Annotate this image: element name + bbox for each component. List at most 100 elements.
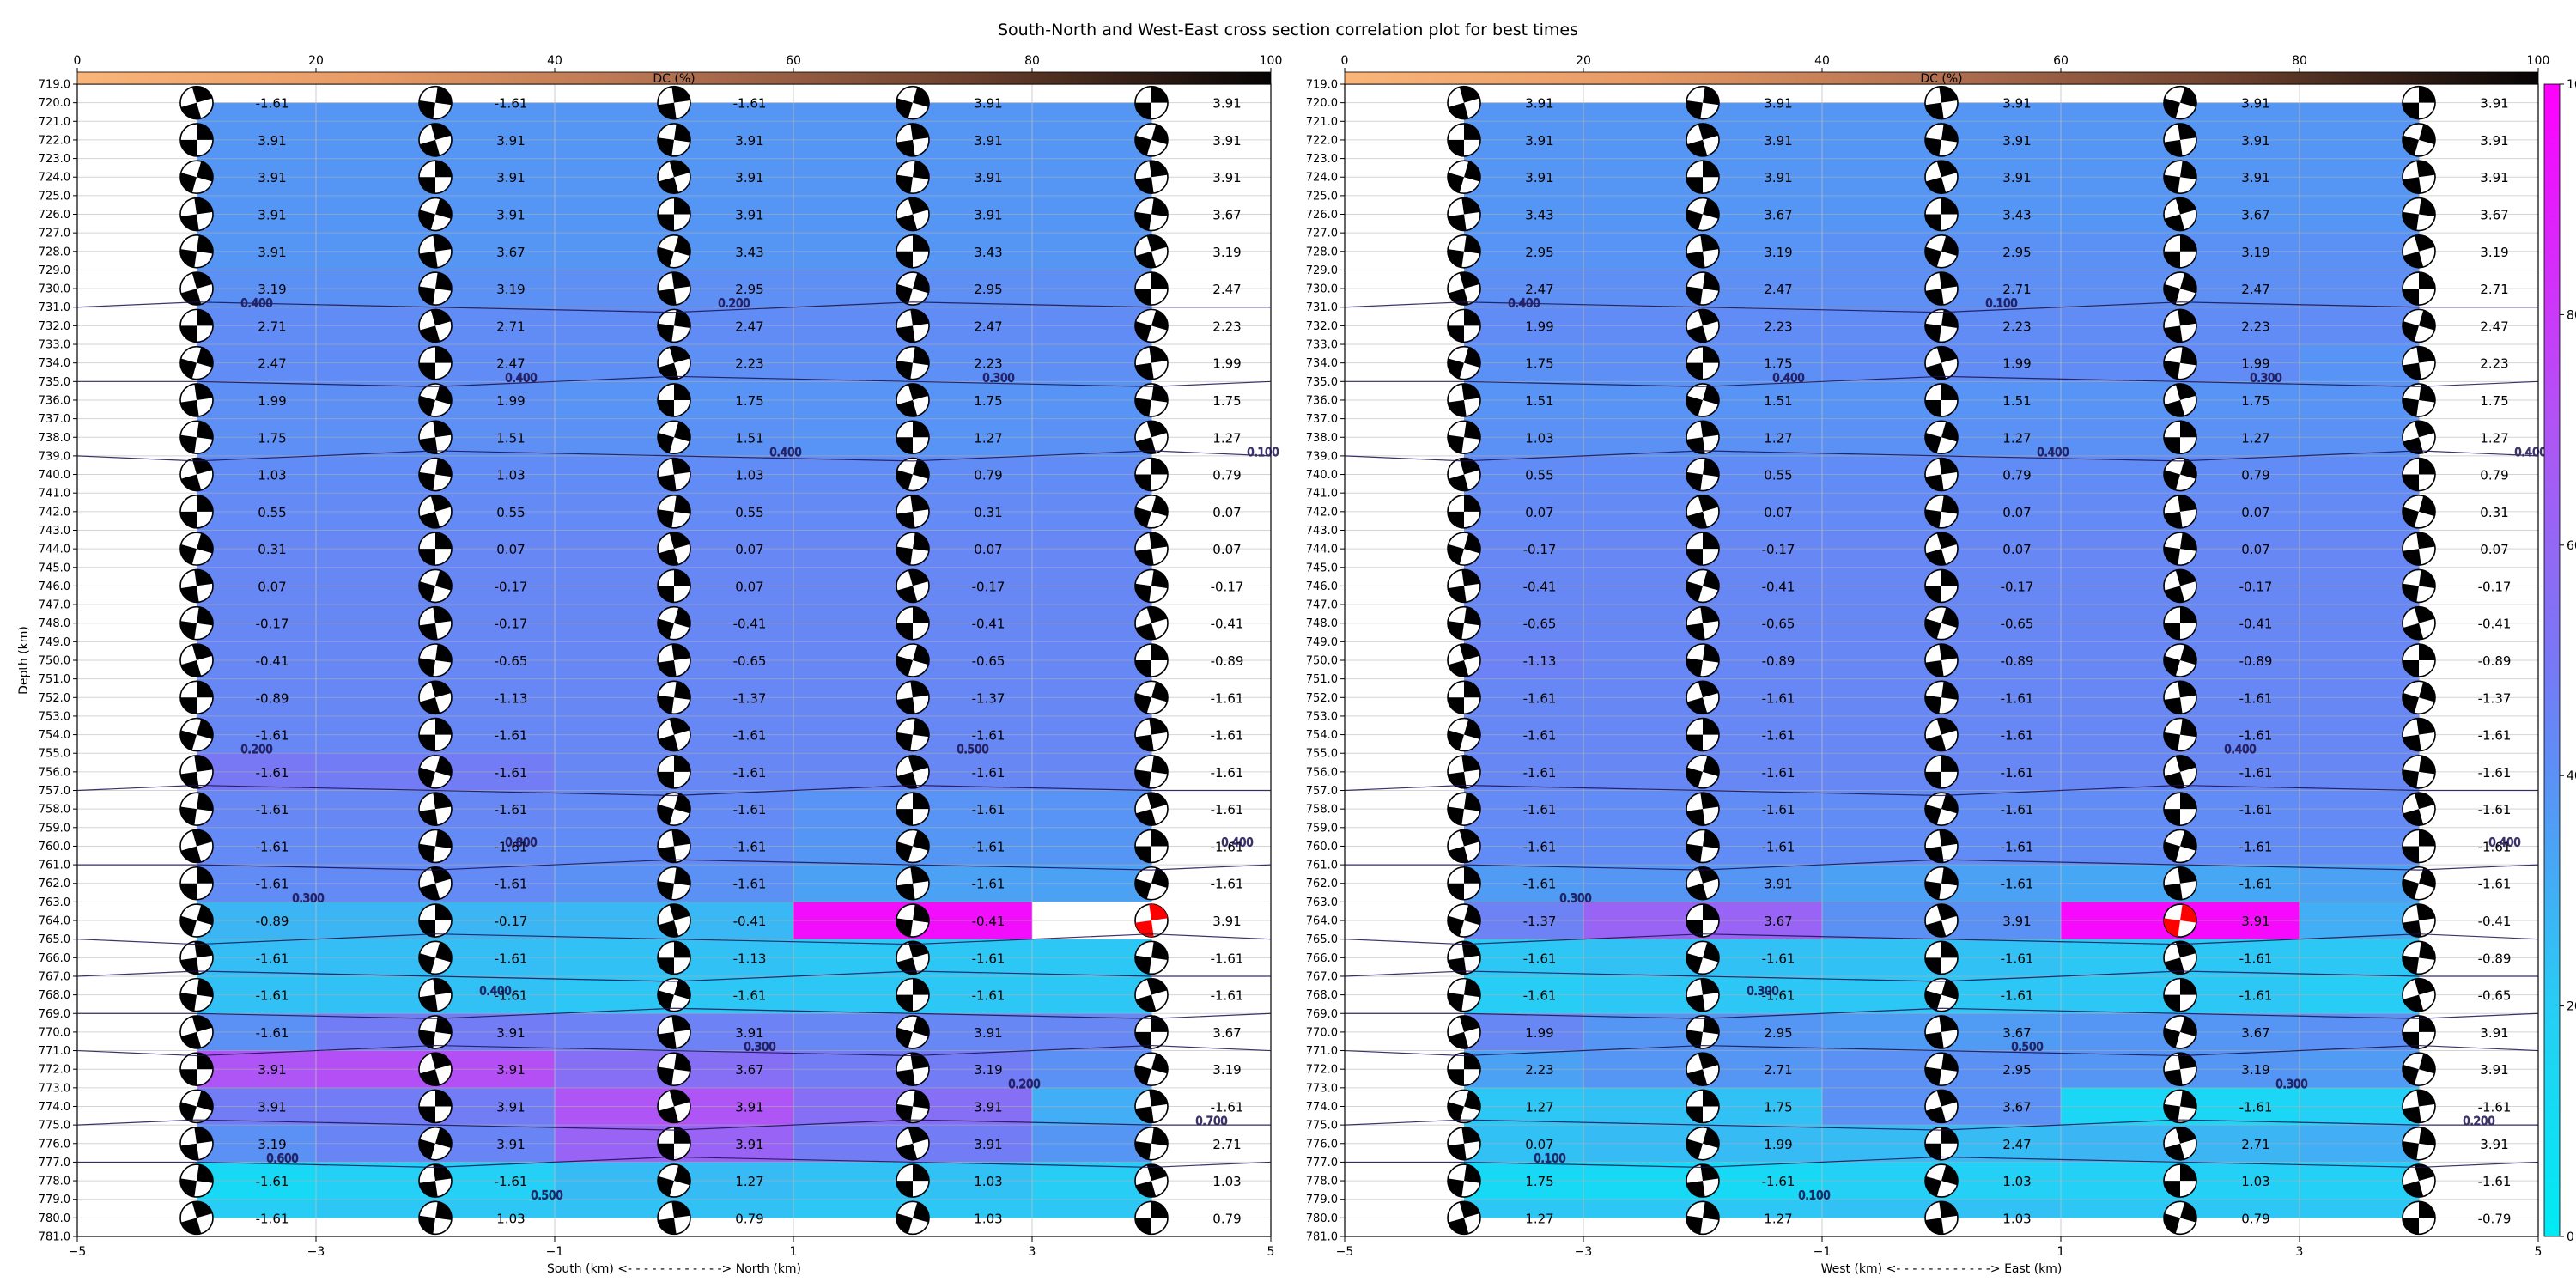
beachball — [1134, 568, 1169, 604]
beachball — [179, 457, 214, 492]
y-tick-label: 754.0 — [1306, 729, 1338, 742]
beachball-quadrant — [2419, 272, 2435, 289]
y-tick-label: 756.0 — [39, 766, 70, 779]
beachball-quadrant — [419, 362, 435, 380]
time-label: 1.75 — [2241, 393, 2269, 409]
beachball-quadrant — [1135, 507, 1151, 528]
beachball-quadrant — [896, 1103, 913, 1123]
beachball-quadrant — [2419, 941, 2436, 960]
beachball-quadrant — [1939, 1201, 1958, 1218]
beachball-quadrant — [1135, 1106, 1154, 1123]
beachball-quadrant — [1686, 994, 1705, 1012]
beachball-quadrant — [2403, 623, 2424, 640]
beachball — [1447, 568, 1481, 604]
beachball — [1686, 197, 1720, 232]
beachball-quadrant — [2419, 124, 2435, 145]
y-tick-label: 774.0 — [39, 1101, 70, 1114]
y-tick-label: 738.0 — [1306, 432, 1338, 445]
beachball-quadrant — [419, 994, 438, 1012]
beachball-quadrant — [419, 1181, 438, 1198]
time-label: -0.41 — [1523, 579, 1557, 594]
time-label: -1.61 — [2001, 951, 2034, 966]
beachball-quadrant — [1686, 251, 1705, 268]
beachball-quadrant — [674, 941, 690, 958]
beachball-quadrant — [419, 920, 435, 938]
y-tick-label: 730.0 — [1306, 283, 1338, 296]
beachball-quadrant — [674, 569, 690, 586]
beachball-quadrant — [435, 1090, 452, 1107]
time-label: -1.61 — [2001, 988, 2034, 1004]
y-tick-label: 719.0 — [39, 79, 70, 92]
beachball-quadrant — [1686, 395, 1703, 416]
time-label: 1.27 — [2241, 430, 2269, 446]
beachball-quadrant — [896, 251, 913, 268]
time-label: -1.61 — [2478, 877, 2512, 892]
x-tick-label: 1 — [2057, 1245, 2065, 1259]
y-tick-label: 761.0 — [1306, 860, 1338, 872]
beachball-quadrant — [1135, 693, 1151, 714]
beachball-quadrant — [197, 719, 213, 739]
beachball-quadrant — [180, 289, 202, 306]
beachball-quadrant — [197, 793, 214, 811]
beachball-quadrant — [913, 234, 929, 252]
time-label: 1.75 — [974, 393, 1002, 409]
time-label: 1.99 — [1764, 1137, 1792, 1152]
beachball-quadrant — [658, 1143, 674, 1160]
beachball-quadrant — [1464, 904, 1480, 926]
beachball — [1134, 1015, 1169, 1049]
time-label: 3.91 — [974, 1099, 1002, 1115]
beachball-quadrant — [674, 124, 690, 143]
beachball — [1686, 420, 1720, 455]
beachball — [1447, 680, 1481, 715]
beachball-quadrant — [1448, 730, 1464, 750]
contour-label: 0.400 — [1508, 298, 1540, 311]
beachball-quadrant — [2180, 532, 2197, 551]
beachball-quadrant — [435, 161, 452, 178]
beachball — [2163, 271, 2197, 306]
y-tick-label: 762.0 — [39, 878, 70, 890]
beachball — [418, 977, 453, 1012]
time-label: -0.17 — [1523, 542, 1557, 557]
time-label: 1.75 — [735, 393, 763, 409]
beachball-quadrant — [2414, 421, 2435, 438]
beachball-quadrant — [2164, 771, 2185, 788]
beachball-quadrant — [674, 235, 690, 257]
beachball-quadrant — [180, 697, 197, 714]
time-label: 3.91 — [1212, 170, 1241, 185]
time-label: -1.37 — [733, 690, 767, 706]
beachball — [1447, 977, 1481, 1012]
beachball-quadrant — [896, 586, 918, 603]
beachball-quadrant — [1151, 682, 1168, 702]
beachball — [179, 568, 214, 604]
beachball-quadrant — [1925, 177, 1947, 194]
beachball — [1447, 717, 1481, 752]
contour-label: 0.400 — [505, 372, 537, 385]
time-label: 3.91 — [496, 133, 525, 149]
beachball-quadrant — [1135, 769, 1151, 788]
beachball-quadrant — [2164, 251, 2180, 268]
time-label: -1.61 — [495, 988, 528, 1004]
beachball — [657, 568, 691, 604]
beachball — [418, 1089, 453, 1124]
y-tick-label: 728.0 — [1306, 246, 1338, 258]
beachball-quadrant — [197, 1164, 214, 1183]
correlation-cell — [1464, 102, 1584, 122]
panel-right: 719.0 720.0 721.0 722.0 723.0 724.0 725.0 726.0… — [1306, 54, 2576, 1276]
y-tick-label: 723.0 — [1306, 153, 1338, 166]
time-label: -0.89 — [256, 914, 289, 929]
time-label: 3.43 — [735, 245, 763, 260]
beachball — [657, 457, 691, 492]
contour-label: 0.600 — [266, 1152, 298, 1165]
beachball — [418, 866, 453, 901]
y-tick-label: 724.0 — [39, 172, 70, 185]
beachball — [896, 532, 930, 566]
beachball-quadrant — [433, 1164, 452, 1182]
time-label: 1.75 — [1525, 356, 1553, 372]
y-tick-label: 769.0 — [39, 1008, 70, 1021]
beachball-quadrant — [180, 1143, 199, 1160]
beachball-quadrant — [2180, 459, 2196, 479]
beachball — [2402, 160, 2436, 195]
beachball — [1924, 792, 1959, 826]
contour-label: 0.100 — [1247, 447, 1279, 459]
beachball — [1924, 1015, 1959, 1049]
